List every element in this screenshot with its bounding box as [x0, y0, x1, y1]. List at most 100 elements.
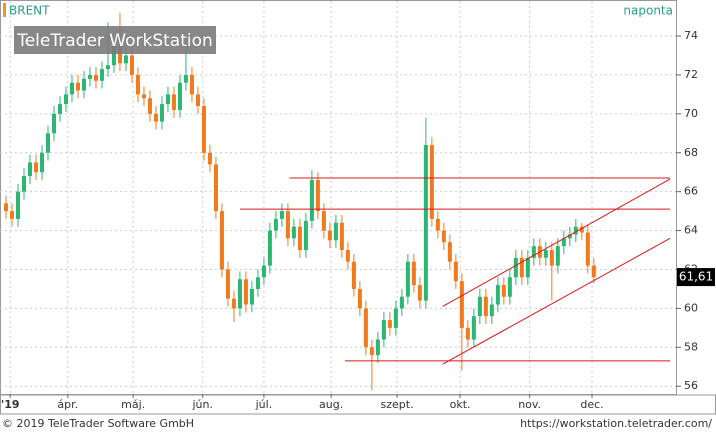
candle-body — [309, 179, 314, 221]
candle-body — [579, 226, 584, 233]
candle-body — [63, 94, 68, 105]
candle-body — [159, 104, 164, 122]
title-marker — [3, 3, 6, 17]
candle-body — [279, 211, 284, 219]
footer-url: https://workstation.teletrader.com/ — [520, 417, 712, 430]
candle-body — [45, 133, 50, 153]
candle-body — [153, 113, 158, 122]
candle-body — [441, 230, 446, 243]
x-tick-label: nov. — [518, 398, 541, 411]
candle-body — [531, 246, 536, 258]
candle-body — [465, 327, 470, 340]
candle-body — [219, 211, 224, 270]
candle-body — [321, 211, 326, 231]
candle-body — [39, 152, 44, 173]
candle-body — [9, 211, 14, 219]
candle-body — [585, 232, 590, 266]
trend-line — [442, 237, 671, 365]
candle-body — [339, 222, 344, 251]
y-tick-label: 66 — [684, 185, 698, 198]
candle-body — [411, 261, 416, 286]
x-axis-strip — [0, 394, 716, 415]
watermark: TeleTrader WorkStation — [16, 31, 213, 51]
candle-body — [423, 144, 428, 301]
candle-body — [369, 347, 374, 356]
candle-body — [393, 308, 398, 328]
x-tick-label: máj. — [121, 398, 145, 411]
y-tick-label: 58 — [684, 340, 698, 353]
candle-body — [21, 176, 26, 192]
grid: 56586062646668707274'19ápr.máj.jún.júl.a… — [0, 1, 698, 411]
candle-body — [69, 82, 74, 95]
candle-body — [27, 162, 32, 177]
candle-body — [435, 218, 440, 231]
candle-body — [105, 65, 110, 70]
candle-body — [201, 106, 206, 153]
candle-body — [249, 288, 254, 305]
x-tick-label: ápr. — [57, 398, 78, 411]
y-tick-label: 64 — [684, 224, 698, 237]
candle-body — [495, 285, 500, 305]
candle-body — [357, 288, 362, 309]
candle-body — [327, 230, 332, 241]
candle-body — [501, 285, 506, 297]
chart-title: BRENT — [9, 4, 50, 18]
candle-body — [123, 55, 128, 64]
candle-body — [237, 279, 242, 309]
candle-body — [213, 164, 218, 212]
candle-body — [567, 234, 572, 239]
candle-body — [489, 304, 494, 317]
x-tick-label: aug. — [319, 398, 343, 411]
y-tick-label: 68 — [684, 146, 698, 159]
candle-body — [93, 74, 98, 81]
candle-body — [15, 191, 20, 219]
last-price-label: 61,61 — [679, 270, 713, 284]
candle-body — [525, 257, 530, 278]
x-tick-label: '19 — [1, 398, 20, 411]
candle-body — [543, 250, 548, 258]
candle-body — [87, 74, 92, 79]
y-tick-label: 60 — [684, 301, 698, 314]
y-tick-label: 70 — [684, 107, 698, 120]
candle-body — [111, 45, 116, 66]
candle-body — [189, 74, 194, 95]
candle-body — [591, 265, 596, 278]
candle-body — [171, 94, 176, 110]
candle-body — [417, 285, 422, 301]
candle-body — [399, 296, 404, 309]
candle-body — [555, 246, 560, 266]
candle-body — [549, 250, 554, 266]
candle-body — [231, 298, 236, 309]
candle-body — [129, 55, 134, 75]
x-tick-label: szept. — [381, 398, 414, 411]
y-tick-label: 74 — [684, 29, 698, 42]
candle-body — [141, 94, 146, 99]
candle-body — [135, 74, 140, 95]
interval: naponta — [623, 4, 673, 18]
candle-body — [255, 277, 260, 289]
x-tick-label: jún. — [191, 398, 213, 411]
candle-body — [81, 78, 86, 91]
watermark-box — [14, 26, 216, 54]
x-tick-label: okt. — [450, 398, 471, 411]
candle-body — [363, 308, 368, 348]
candle-body — [459, 281, 464, 328]
candle-body — [447, 242, 452, 262]
candle-body — [405, 261, 410, 297]
candle-body — [519, 257, 524, 278]
candle-body — [165, 94, 170, 105]
candle-body — [561, 238, 566, 247]
candle-body — [57, 104, 62, 114]
candle-body — [225, 269, 230, 299]
candle-body — [471, 316, 476, 340]
candle-body — [375, 339, 380, 356]
candle-body — [315, 179, 320, 212]
candle-body — [351, 261, 356, 289]
plot-frame — [0, 0, 677, 395]
candle-body — [477, 296, 482, 317]
marks: 61,61 — [3, 12, 715, 391]
candle-body — [117, 45, 122, 64]
candle-body — [285, 211, 290, 239]
candle-body — [507, 277, 512, 297]
